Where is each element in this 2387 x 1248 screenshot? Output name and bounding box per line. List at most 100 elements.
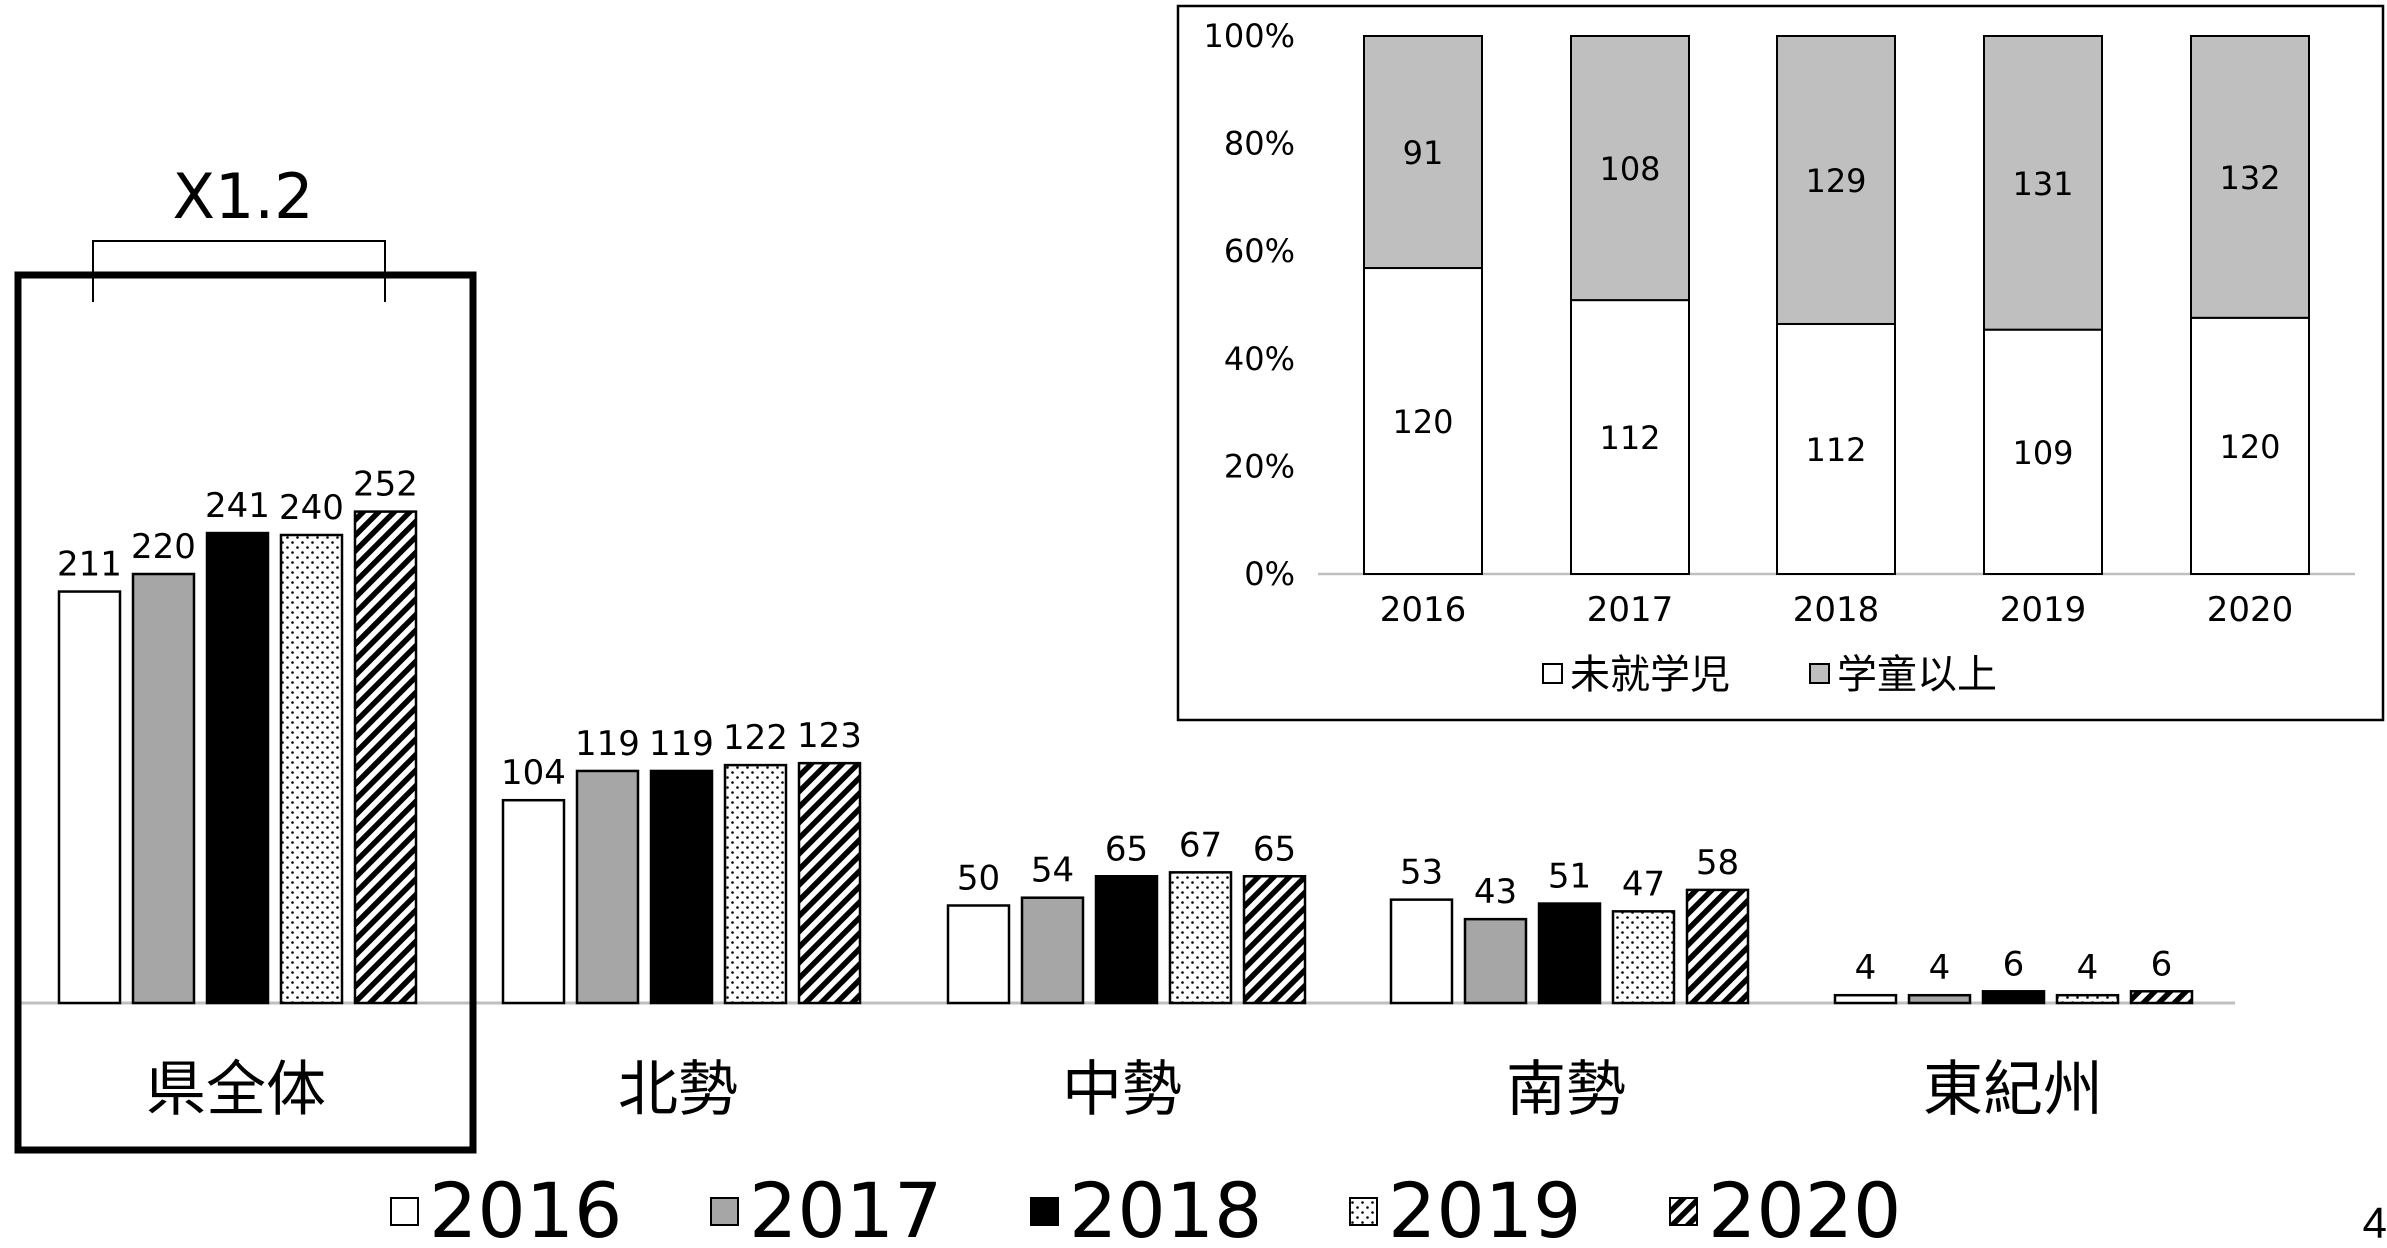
inset-label-未就学児-2016: 120: [1392, 403, 1453, 441]
inset-legend-swatch-学童以上: [1809, 663, 1830, 684]
bar-2018-県全体: [205, 531, 270, 1005]
category-label-北勢: 北勢: [618, 1055, 738, 1125]
legend-label-2019: 2019: [1388, 1166, 1581, 1246]
inset-ytick-100%: 100%: [1204, 17, 1295, 55]
data-label-2019-東紀州: 4: [2077, 948, 2099, 988]
data-label-2020-県全体: 252: [353, 465, 418, 505]
inset-legend-label-未就学児: 未就学児: [1570, 652, 1730, 698]
data-label-2018-南勢: 51: [1548, 857, 1591, 897]
inset-xtick-2016: 2016: [1380, 590, 1467, 630]
inset-bar-未就学児-2019: [1983, 328, 2103, 575]
data-label-2017-東紀州: 4: [1929, 948, 1951, 988]
bar-2020-県全体: [353, 510, 418, 1005]
bar-2020-北勢: [797, 761, 862, 1005]
data-label-2016-県全体: 211: [57, 545, 122, 585]
regional-bar-chart: 211 104 50 53 4 220 119 54 43 4 241 119 65 51 6 240 122 6…: [14, 160, 2235, 1246]
inset-bar-学童以上-2020: [2190, 35, 2310, 319]
inset-ytick-0%: 0%: [1244, 555, 1295, 593]
inset-bar-学童以上-2016: [1363, 35, 1483, 270]
inset-xtick-2019: 2019: [2000, 590, 2087, 630]
legend-swatch-2018: [1030, 1197, 1059, 1226]
bar-2020-東紀州: [2129, 990, 2194, 1005]
inset-bar-学童以上-2018: [1776, 35, 1896, 325]
data-label-2019-県全体: 240: [279, 488, 344, 528]
bar-2018-北勢: [649, 769, 714, 1005]
bar-2017-東紀州: [1907, 993, 1972, 1005]
category-label-中勢: 中勢: [1062, 1055, 1182, 1125]
inset-xtick-2017: 2017: [1587, 590, 1674, 630]
bar-2019-中勢: [1168, 871, 1233, 1005]
inset-bar-未就学児-2017: [1570, 299, 1690, 575]
data-label-2020-東紀州: 6: [2151, 944, 2173, 984]
highlight-frame: [14, 271, 477, 1154]
data-label-2019-北勢: 122: [723, 718, 788, 758]
data-label-2016-南勢: 53: [1400, 853, 1443, 893]
bar-2020-中勢: [1242, 875, 1307, 1005]
bar-2017-南勢: [1463, 917, 1528, 1005]
bar-2016-県全体: [57, 590, 122, 1005]
inset-label-未就学児-2017: 112: [1599, 419, 1660, 457]
data-label-2017-中勢: 54: [1031, 851, 1074, 891]
data-label-2020-中勢: 65: [1253, 829, 1296, 869]
bar-2016-南勢: [1389, 898, 1454, 1005]
inset-label-未就学児-2018: 112: [1805, 431, 1866, 469]
bar-2019-東紀州: [2055, 993, 2120, 1005]
legend-label-2018: 2018: [1069, 1166, 1262, 1246]
inset-legend-label-学童以上: 学童以上: [1837, 652, 1997, 698]
inset-label-学童以上-2017: 108: [1599, 150, 1660, 188]
inset-stacked-percent-chart: 0% 20% 40% 60% 80% 100% 120 91 2016 112 108 2017 112…: [1176, 4, 2385, 722]
inset-label-学童以上-2018: 129: [1805, 162, 1866, 200]
inset-label-学童以上-2016: 91: [1403, 134, 1444, 172]
page-number: 4: [2362, 1199, 2387, 1248]
data-label-2019-南勢: 47: [1622, 864, 1665, 904]
bar-2017-中勢: [1020, 896, 1085, 1005]
data-label-2018-中勢: 65: [1105, 829, 1148, 869]
inset-ytick-80%: 80%: [1224, 125, 1295, 163]
data-label-2020-南勢: 58: [1696, 843, 1739, 883]
data-label-2017-北勢: 119: [575, 724, 640, 764]
bar-2020-南勢: [1685, 888, 1750, 1005]
legend-swatch-2017: [710, 1197, 739, 1226]
legend-swatch-2020: [1669, 1197, 1698, 1226]
bar-2016-東紀州: [1833, 993, 1898, 1005]
growth-bracket: [92, 240, 386, 302]
bar-2019-南勢: [1611, 910, 1676, 1005]
category-label-県全体: 県全体: [146, 1055, 326, 1125]
inset-label-学童以上-2020: 132: [2219, 159, 2280, 197]
growth-annotation: X1.2: [172, 160, 313, 233]
legend-swatch-2019: [1349, 1197, 1378, 1226]
bar-2018-南勢: [1537, 902, 1602, 1005]
inset-xtick-2018: 2018: [1793, 590, 1880, 630]
data-label-2016-北勢: 104: [501, 753, 566, 793]
legend-label-2020: 2020: [1708, 1166, 1901, 1246]
inset-ytick-40%: 40%: [1224, 340, 1295, 378]
data-label-2017-南勢: 43: [1474, 872, 1517, 912]
category-label-東紀州: 東紀州: [1923, 1055, 2103, 1125]
data-label-2019-中勢: 67: [1179, 825, 1222, 865]
inset-label-未就学児-2020: 120: [2219, 428, 2280, 466]
legend-label-2017: 2017: [749, 1166, 942, 1246]
inset-bar-学童以上-2017: [1570, 35, 1690, 302]
data-label-2016-東紀州: 4: [1855, 948, 1877, 988]
inset-bar-未就学児-2016: [1363, 267, 1483, 575]
inset-ytick-60%: 60%: [1224, 232, 1295, 270]
bar-2019-北勢: [723, 763, 788, 1005]
bar-2016-中勢: [946, 904, 1011, 1005]
data-label-2018-県全体: 241: [205, 486, 270, 526]
data-label-2017-県全体: 220: [131, 527, 196, 567]
bar-2019-県全体: [279, 533, 344, 1005]
data-label-2018-北勢: 119: [649, 724, 714, 764]
inset-xtick-2020: 2020: [2207, 590, 2294, 630]
data-label-2016-中勢: 50: [957, 859, 1000, 899]
data-label-2020-北勢: 123: [797, 716, 862, 756]
inset-label-未就学児-2019: 109: [2012, 434, 2073, 472]
bar-2017-県全体: [131, 572, 196, 1005]
inset-label-学童以上-2019: 131: [2012, 165, 2073, 203]
bar-2016-北勢: [501, 798, 566, 1005]
inset-bar-未就学児-2020: [2190, 316, 2310, 575]
inset-ytick-20%: 20%: [1224, 447, 1295, 485]
legend-swatch-2016: [390, 1197, 419, 1226]
inset-bar-学童以上-2019: [1983, 35, 2103, 331]
data-label-2018-東紀州: 6: [2003, 944, 2025, 984]
